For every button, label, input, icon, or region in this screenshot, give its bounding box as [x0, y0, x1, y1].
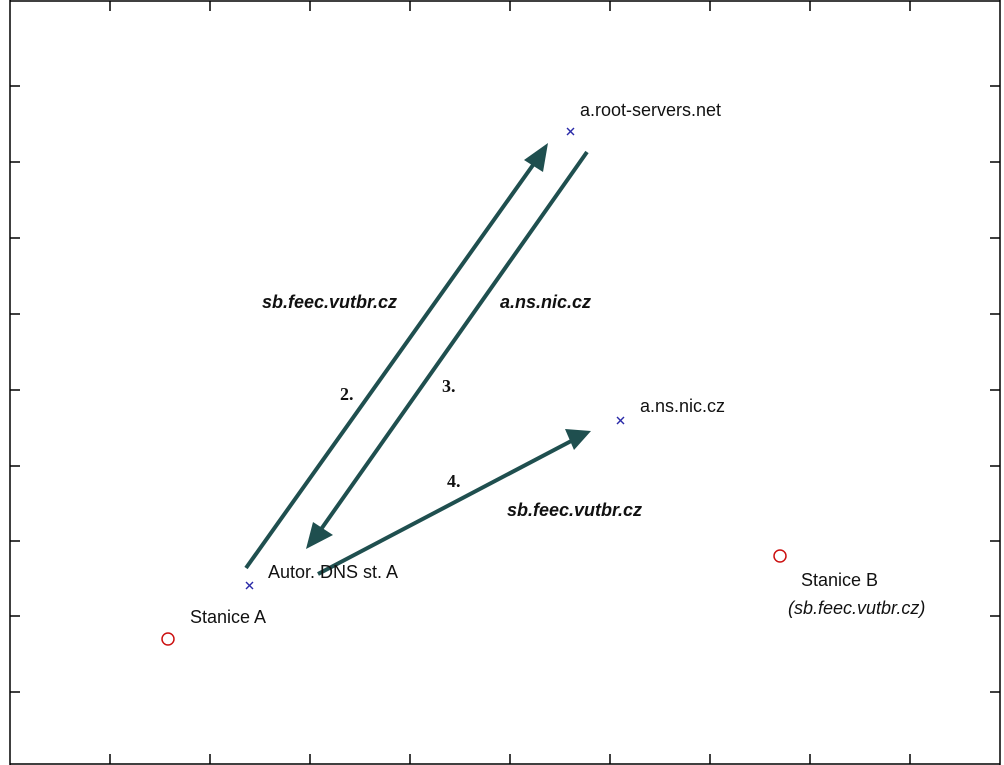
node-stanice-b: Stanice B (sb.feec.vutbr.cz)	[773, 549, 925, 618]
circle-marker-icon	[773, 549, 787, 563]
axis-ticks	[10, 1, 1000, 764]
cross-marker-icon	[566, 127, 575, 136]
node-ns-nic: a.ns.nic.cz	[616, 396, 725, 425]
autor-dns-label: Autor. DNS st. A	[268, 562, 398, 582]
root-server-label: a.root-servers.net	[580, 100, 721, 120]
ns-nic-label: a.ns.nic.cz	[640, 396, 725, 416]
circle-marker-icon	[161, 632, 175, 646]
arrow-query-root	[244, 143, 548, 570]
stanice-b-sublabel: (sb.feec.vutbr.cz)	[788, 598, 925, 618]
node-stanice-a: Stanice A	[161, 607, 266, 646]
node-autor-dns: Autor. DNS st. A	[245, 562, 398, 590]
reply-root-step: 3.	[442, 376, 456, 396]
arrow-query-nic	[317, 429, 591, 576]
query-nic-step: 4.	[447, 471, 461, 491]
query-root-label: sb.feec.vutbr.cz	[262, 292, 397, 312]
arrow-reply-root	[306, 150, 589, 549]
query-nic-label: sb.feec.vutbr.cz	[507, 500, 642, 520]
stanice-b-label: Stanice B	[801, 570, 878, 590]
stanice-a-label: Stanice A	[190, 607, 266, 627]
reply-root-label: a.ns.nic.cz	[500, 292, 591, 312]
cross-marker-icon	[245, 581, 254, 590]
plot-frame	[9, 0, 1001, 765]
cross-marker-icon	[616, 416, 625, 425]
node-root-server: a.root-servers.net	[566, 100, 721, 136]
query-root-step: 2.	[340, 384, 354, 404]
